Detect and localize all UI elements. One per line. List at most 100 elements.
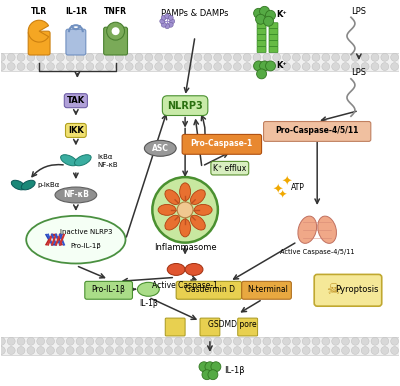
Circle shape (224, 63, 232, 71)
Circle shape (116, 337, 123, 345)
Circle shape (234, 347, 241, 354)
Circle shape (312, 53, 320, 61)
Circle shape (302, 337, 310, 345)
Circle shape (371, 53, 379, 61)
Bar (1, 53, 399, 71)
FancyBboxPatch shape (242, 281, 291, 299)
Circle shape (37, 53, 45, 61)
Circle shape (184, 63, 192, 71)
Circle shape (170, 19, 175, 24)
FancyBboxPatch shape (257, 23, 266, 29)
Circle shape (266, 61, 276, 71)
Circle shape (0, 347, 5, 354)
Circle shape (165, 14, 170, 19)
Circle shape (253, 63, 261, 71)
Circle shape (106, 347, 114, 354)
Text: K⁺ efflux: K⁺ efflux (213, 164, 246, 173)
Text: Pro-IL-1β: Pro-IL-1β (92, 285, 126, 294)
Circle shape (351, 337, 359, 345)
Text: Inflammasome: Inflammasome (154, 243, 216, 252)
Circle shape (371, 347, 379, 354)
Circle shape (47, 63, 54, 71)
Text: K⁺: K⁺ (276, 10, 287, 19)
Circle shape (145, 347, 153, 354)
Circle shape (107, 22, 124, 40)
Circle shape (263, 337, 271, 345)
Circle shape (184, 337, 192, 345)
Circle shape (116, 347, 123, 354)
Circle shape (135, 63, 143, 71)
FancyBboxPatch shape (269, 29, 278, 35)
Circle shape (17, 337, 25, 345)
Circle shape (135, 53, 143, 61)
Circle shape (17, 347, 25, 354)
Text: ✦: ✦ (272, 183, 283, 196)
Circle shape (371, 63, 379, 71)
Text: TLR: TLR (31, 7, 47, 16)
Circle shape (264, 16, 274, 26)
Text: GSDMD pore: GSDMD pore (208, 320, 257, 328)
Ellipse shape (26, 216, 126, 264)
Wedge shape (28, 20, 48, 42)
FancyBboxPatch shape (66, 29, 86, 55)
Circle shape (96, 53, 104, 61)
Circle shape (27, 337, 35, 345)
Circle shape (27, 53, 35, 61)
Circle shape (184, 53, 192, 61)
Text: NLRP3: NLRP3 (167, 101, 203, 111)
Circle shape (184, 347, 192, 354)
Circle shape (224, 337, 232, 345)
Circle shape (260, 61, 270, 71)
Circle shape (86, 63, 94, 71)
Circle shape (116, 63, 123, 71)
Circle shape (7, 53, 15, 61)
Circle shape (214, 53, 222, 61)
Circle shape (302, 347, 310, 354)
Text: Active Caspase-4/5/11: Active Caspase-4/5/11 (280, 249, 354, 255)
Circle shape (263, 63, 271, 71)
Text: LPS: LPS (351, 68, 366, 77)
Text: K⁺: K⁺ (276, 61, 287, 70)
Circle shape (243, 337, 251, 345)
Circle shape (135, 347, 143, 354)
Circle shape (47, 347, 54, 354)
FancyBboxPatch shape (238, 318, 258, 336)
Circle shape (273, 63, 280, 71)
Circle shape (96, 337, 104, 345)
Circle shape (204, 63, 212, 71)
Circle shape (152, 177, 218, 243)
Circle shape (312, 337, 320, 345)
Circle shape (282, 53, 290, 61)
Circle shape (47, 337, 54, 345)
FancyBboxPatch shape (269, 23, 278, 29)
Circle shape (106, 337, 114, 345)
FancyBboxPatch shape (176, 281, 242, 299)
Circle shape (164, 337, 172, 345)
Circle shape (263, 347, 271, 354)
Ellipse shape (167, 264, 185, 275)
Circle shape (332, 337, 340, 345)
Circle shape (260, 6, 270, 16)
Circle shape (292, 53, 300, 61)
FancyBboxPatch shape (314, 274, 382, 306)
Ellipse shape (138, 282, 159, 296)
Circle shape (155, 53, 163, 61)
Circle shape (342, 53, 350, 61)
Circle shape (47, 53, 54, 61)
Circle shape (302, 53, 310, 61)
Circle shape (76, 63, 84, 71)
Circle shape (56, 53, 64, 61)
Circle shape (381, 347, 389, 354)
Ellipse shape (60, 155, 77, 166)
FancyBboxPatch shape (269, 41, 278, 47)
Circle shape (164, 63, 172, 71)
Circle shape (266, 10, 276, 20)
Circle shape (381, 337, 389, 345)
FancyBboxPatch shape (104, 27, 128, 55)
Ellipse shape (11, 180, 25, 190)
Circle shape (208, 370, 218, 380)
Circle shape (86, 53, 94, 61)
Circle shape (253, 347, 261, 354)
Circle shape (7, 337, 15, 345)
Ellipse shape (74, 155, 91, 166)
